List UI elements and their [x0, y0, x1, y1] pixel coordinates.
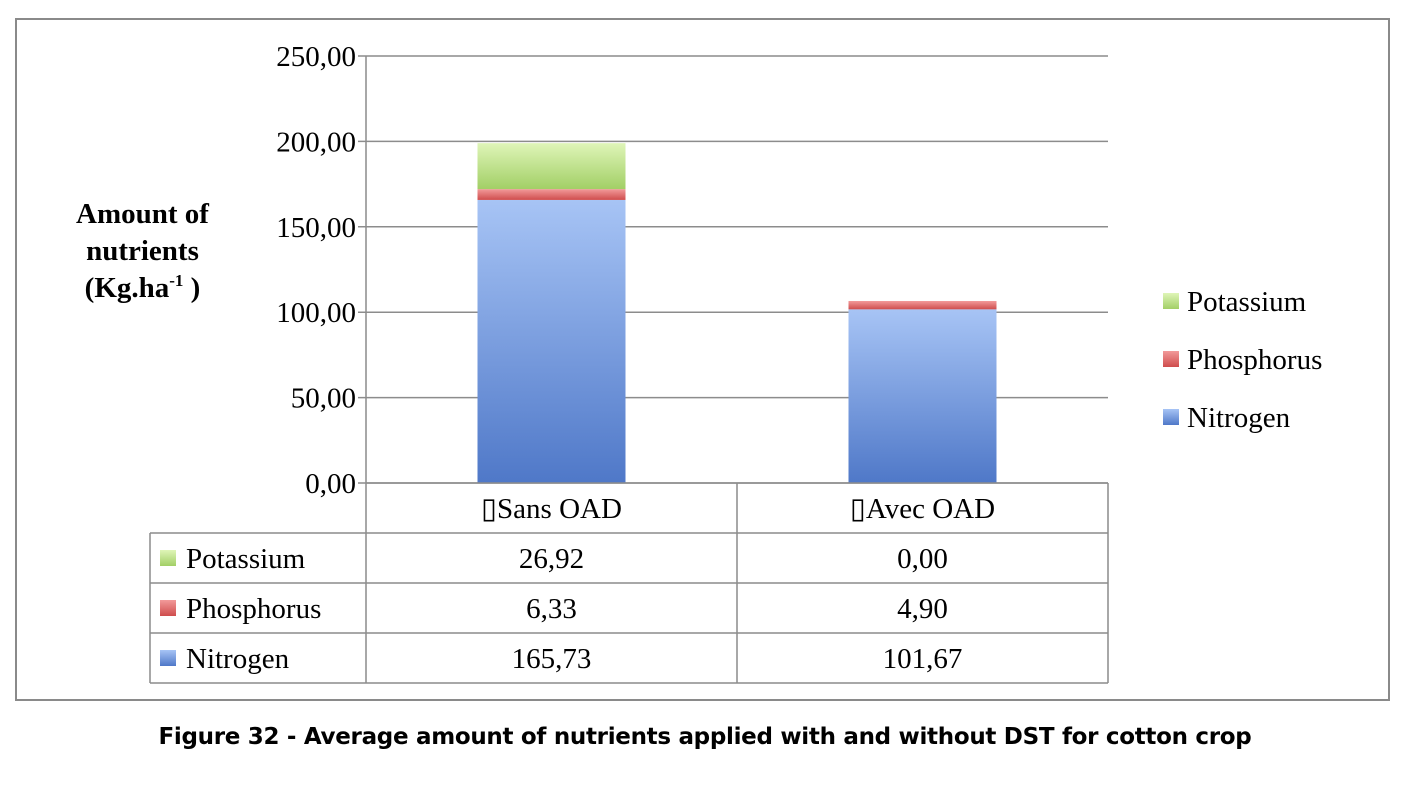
legend-label: Phosphorus: [1187, 344, 1322, 376]
table-legend-swatch-potassium: [160, 550, 176, 566]
category-label: ▯Sans OAD: [481, 493, 622, 525]
table-legend-swatch-nitrogen: [160, 650, 176, 666]
y-tick-label: 200,00: [276, 126, 356, 158]
table-cell-value: 101,67: [883, 643, 963, 675]
y-axis-label-line2: nutrients: [86, 235, 199, 267]
figure-caption: Figure 32 - Average amount of nutrients …: [158, 724, 1252, 750]
legend-label: Potassium: [1187, 286, 1307, 318]
legend-swatch-potassium: [1163, 293, 1179, 309]
y-tick-label: 150,00: [276, 212, 356, 244]
bar-segment-potassium: [477, 143, 626, 190]
table-row-label: Potassium: [186, 543, 306, 575]
table-cell-value: 6,33: [526, 593, 577, 625]
y-axis-label-close: ): [183, 272, 201, 304]
table-cell-value: 26,92: [519, 543, 584, 575]
y-axis-label-exponent: -1: [169, 271, 184, 290]
y-axis-label-line3: (Kg.ha: [84, 272, 170, 304]
table-row-label: Nitrogen: [186, 643, 290, 675]
y-tick-label: 250,00: [276, 41, 356, 73]
y-axis-label-line1: Amount of: [76, 198, 209, 230]
category-label: ▯Avec OAD: [850, 493, 995, 525]
bar-segment-phosphorus: [848, 300, 997, 310]
table-row-label: Phosphorus: [186, 593, 321, 625]
y-tick-label: 50,00: [291, 383, 356, 415]
table-cell-value: 4,90: [897, 593, 948, 625]
table-legend-swatch-phosphorus: [160, 600, 176, 616]
legend-label: Nitrogen: [1187, 402, 1291, 434]
legend-swatch-phosphorus: [1163, 351, 1179, 367]
y-tick-label: 0,00: [305, 468, 356, 500]
y-axis-label: Amount of nutrients (Kg.ha-1 ): [45, 196, 240, 307]
legend-swatch-nitrogen: [1163, 409, 1179, 425]
bar-segment-phosphorus: [477, 189, 626, 200]
bar-segment-nitrogen: [848, 309, 997, 483]
table-cell-value: 165,73: [512, 643, 592, 675]
stacked-bar-chart: 0,00 50,00 100,00 150,00 200,00 250,00 ▯Sans O…: [149, 41, 1322, 684]
y-tick-label: 100,00: [276, 297, 356, 329]
chart-frame: [15, 18, 1390, 701]
table-cell-value: 0,00: [897, 543, 948, 575]
bar-segment-nitrogen: [477, 199, 626, 483]
